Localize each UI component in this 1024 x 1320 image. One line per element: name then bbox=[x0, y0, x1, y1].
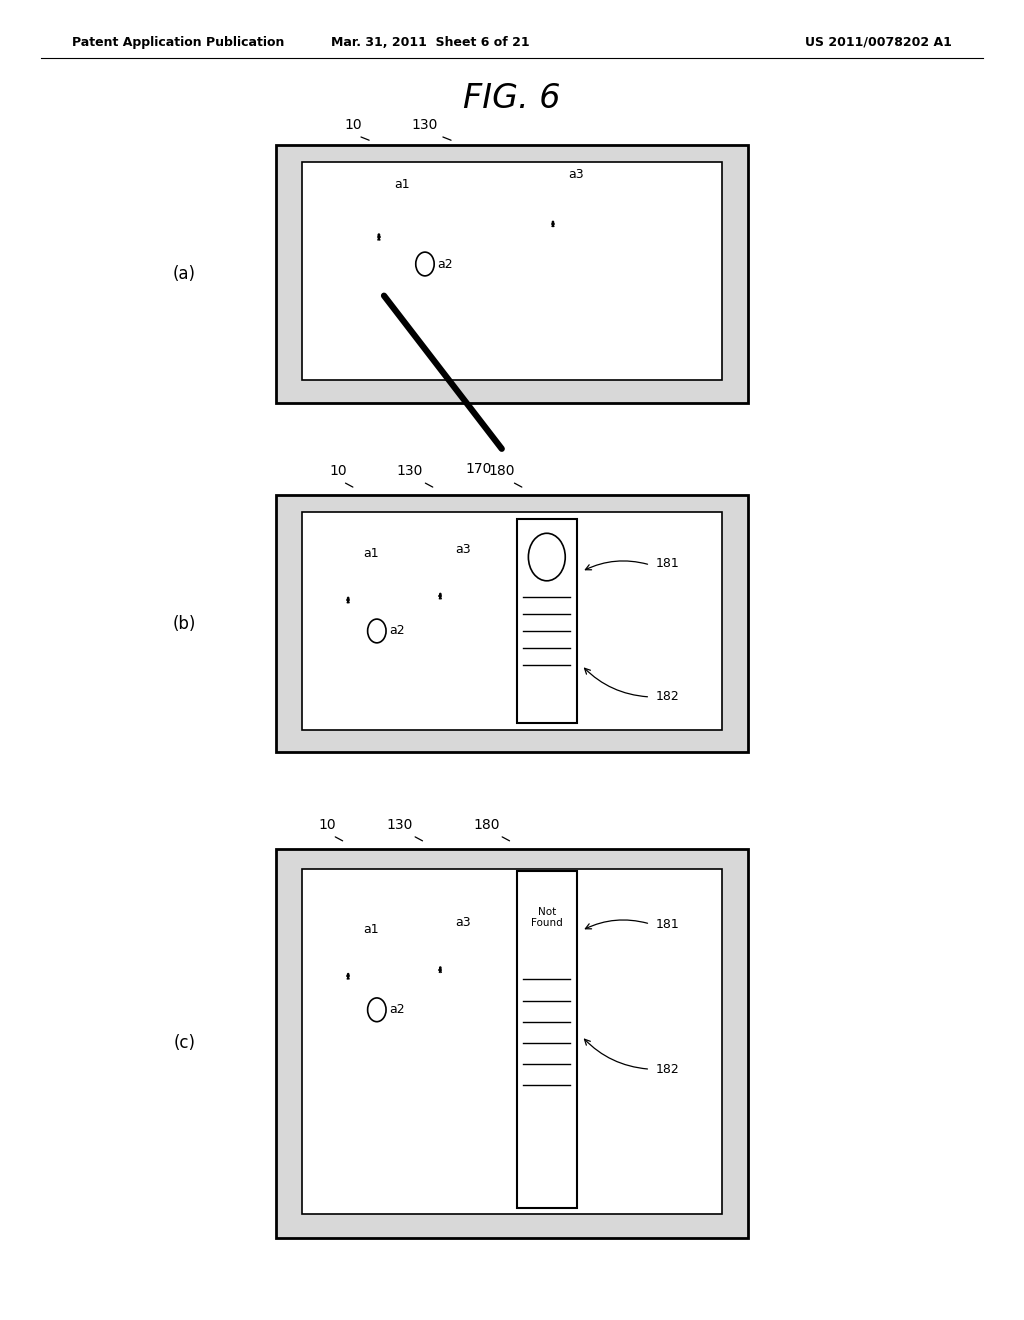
Text: 130: 130 bbox=[412, 117, 438, 132]
Text: 180: 180 bbox=[488, 463, 515, 478]
Text: 10: 10 bbox=[318, 817, 337, 832]
Text: a2: a2 bbox=[389, 1003, 404, 1016]
Text: 130: 130 bbox=[396, 463, 423, 478]
Bar bbox=[517, 519, 577, 723]
Bar bbox=[276, 495, 748, 752]
Text: a1: a1 bbox=[364, 546, 379, 560]
Text: 181: 181 bbox=[655, 557, 679, 570]
Text: a3: a3 bbox=[456, 916, 471, 929]
Text: a2: a2 bbox=[389, 624, 404, 638]
Bar bbox=[517, 871, 577, 1208]
Text: a2: a2 bbox=[437, 257, 453, 271]
Text: (c): (c) bbox=[173, 1035, 196, 1052]
Bar bbox=[276, 145, 748, 403]
Bar bbox=[302, 162, 722, 380]
Text: 10: 10 bbox=[344, 117, 362, 132]
Text: 180: 180 bbox=[473, 817, 500, 832]
Text: a1: a1 bbox=[394, 178, 410, 191]
Text: 182: 182 bbox=[655, 690, 679, 704]
Text: Not
Found: Not Found bbox=[530, 907, 563, 928]
Text: (a): (a) bbox=[173, 265, 196, 282]
Text: a1: a1 bbox=[364, 923, 379, 936]
Bar bbox=[302, 512, 722, 730]
Text: Patent Application Publication: Patent Application Publication bbox=[72, 36, 284, 49]
Text: 10: 10 bbox=[329, 463, 347, 478]
Text: 130: 130 bbox=[386, 817, 413, 832]
Bar bbox=[276, 849, 748, 1238]
Text: 170: 170 bbox=[466, 462, 493, 477]
Text: a3: a3 bbox=[568, 168, 584, 181]
Text: 182: 182 bbox=[655, 1063, 679, 1076]
Text: US 2011/0078202 A1: US 2011/0078202 A1 bbox=[806, 36, 952, 49]
Text: (b): (b) bbox=[173, 615, 196, 632]
Text: a3: a3 bbox=[456, 543, 471, 556]
Text: FIG. 6: FIG. 6 bbox=[463, 82, 561, 116]
Text: 181: 181 bbox=[655, 917, 679, 931]
Bar bbox=[302, 869, 722, 1214]
Text: Mar. 31, 2011  Sheet 6 of 21: Mar. 31, 2011 Sheet 6 of 21 bbox=[331, 36, 529, 49]
